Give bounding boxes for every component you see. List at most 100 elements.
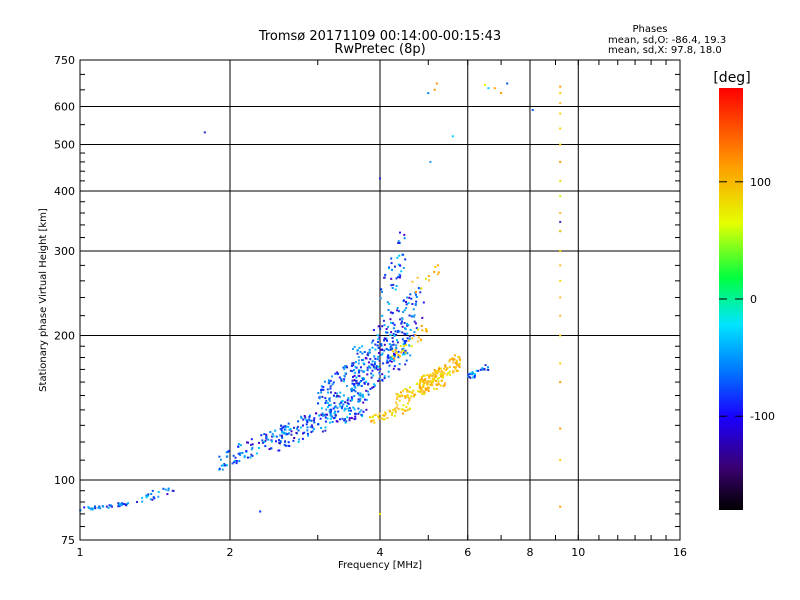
o-mode-point: [342, 366, 345, 369]
o-mode-point: [300, 415, 302, 418]
x-mode-point: [449, 373, 451, 376]
o-mode-point: [343, 380, 345, 383]
o-mode-point: [390, 358, 393, 360]
x-mode-point: [435, 380, 438, 382]
o-mode-point: [392, 322, 395, 325]
o-mode-point: [353, 384, 356, 387]
x-mode-point: [413, 394, 416, 396]
o-mode-point: [384, 338, 387, 341]
o-mode-point: [413, 331, 416, 333]
o-mode-point: [284, 444, 287, 447]
x-mode-point: [415, 291, 417, 293]
x-mode-point: [410, 395, 413, 398]
x-mode-point: [448, 360, 451, 363]
o-mode-point: [398, 254, 401, 257]
o-mode-point: [399, 264, 402, 267]
o-mode-point: [251, 443, 254, 446]
o-mode-point: [304, 416, 307, 419]
o-mode-point: [235, 462, 238, 465]
o-mode-point: [279, 434, 282, 437]
o-mode-point: [284, 428, 287, 431]
x-mode-point: [410, 345, 413, 348]
o-mode-point: [341, 400, 344, 402]
o-mode-point: [371, 386, 374, 389]
o-mode-point: [405, 300, 407, 303]
x-mode-point: [436, 377, 439, 380]
o-mode-point: [261, 441, 264, 444]
o-mode-point: [393, 352, 396, 355]
o-mode-point: [333, 394, 335, 397]
o-mode-point: [393, 355, 396, 358]
o-mode-point: [389, 318, 392, 321]
o-mode-point: [320, 407, 323, 410]
o-mode-point: [280, 429, 283, 432]
x-tick-label: 10: [571, 546, 585, 559]
o-mode-point: [419, 287, 422, 290]
o-mode-point: [284, 425, 287, 428]
x-mode-point: [406, 390, 409, 393]
x-mode-point: [395, 398, 398, 401]
o-mode-point: [404, 341, 407, 344]
x-mode-point: [417, 328, 419, 331]
o-mode-point: [393, 365, 396, 368]
o-mode-point: [389, 356, 392, 359]
x-mode-point: [439, 384, 442, 387]
x-mode-point: [393, 414, 396, 417]
o-mode-point: [293, 437, 296, 439]
o-mode-point: [167, 487, 170, 490]
o-mode-point: [251, 454, 254, 457]
x-mode-point: [442, 371, 445, 374]
o-mode-point: [387, 267, 390, 270]
o-mode-point: [381, 314, 384, 317]
chart-subtitle: RwPretec (8p): [334, 42, 425, 57]
x-mode-point: [425, 277, 427, 280]
o-mode-point: [401, 331, 404, 334]
o-mode-point: [233, 461, 236, 464]
o-mode-point: [358, 411, 361, 413]
o-mode-point: [239, 452, 242, 455]
x-mode-point: [411, 337, 414, 340]
x-mode-point: [373, 421, 376, 424]
o-mode-point: [378, 359, 381, 362]
o-mode-point: [340, 400, 343, 403]
o-mode-point: [324, 426, 327, 429]
o-mode-point: [394, 288, 397, 291]
x-mode-point: [456, 363, 459, 366]
o-mode-point: [297, 420, 300, 423]
o-mode-point: [107, 506, 110, 509]
o-mode-point: [320, 385, 323, 388]
o-mode-point: [408, 296, 411, 299]
colorbar-tick-label: -100: [750, 410, 775, 423]
x-mode-point: [431, 384, 434, 387]
o-mode-point: [413, 314, 416, 317]
o-mode-point: [389, 334, 392, 336]
o-mode-point: [320, 414, 323, 416]
o-mode-point: [320, 388, 323, 391]
o-mode-point: [353, 374, 356, 377]
o-mode-point: [360, 413, 363, 416]
o-mode-point: [350, 409, 352, 412]
o-mode-point: [374, 367, 377, 370]
x-mode-point: [421, 329, 424, 332]
o-mode-point: [483, 368, 486, 371]
x-mode-point: [559, 505, 562, 508]
o-mode-point: [404, 350, 407, 353]
x-mode-point: [436, 372, 439, 375]
x-mode-point: [559, 92, 562, 95]
x-mode-point: [423, 391, 426, 393]
o-mode-point: [407, 302, 410, 305]
x-mode-point: [422, 386, 425, 389]
o-mode-point: [231, 462, 234, 465]
x-mode-point: [418, 390, 421, 393]
o-mode-point: [118, 502, 121, 505]
o-mode-point: [361, 345, 364, 348]
o-mode-point: [363, 378, 366, 381]
o-mode-point: [400, 270, 403, 273]
o-mode-point: [297, 429, 300, 432]
o-mode-point: [364, 398, 366, 401]
y-tick-label: 300: [54, 245, 75, 258]
o-mode-point: [358, 370, 361, 372]
o-mode-point: [395, 285, 398, 287]
o-mode-point: [233, 459, 236, 462]
o-mode-point: [305, 423, 308, 426]
